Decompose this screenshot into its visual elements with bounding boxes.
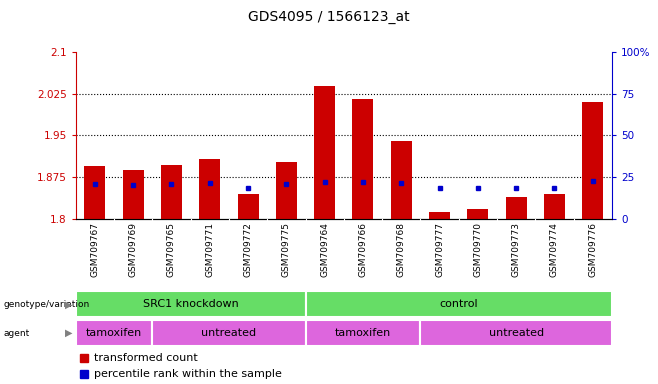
- Bar: [429, 212, 450, 219]
- Text: GSM709770: GSM709770: [473, 222, 482, 277]
- Bar: [505, 197, 526, 219]
- Text: GSM709769: GSM709769: [128, 222, 138, 277]
- Text: GSM709767: GSM709767: [90, 222, 99, 277]
- Text: GSM709766: GSM709766: [359, 222, 367, 277]
- Text: control: control: [440, 299, 478, 310]
- Text: GSM709768: GSM709768: [397, 222, 406, 277]
- Text: GSM709777: GSM709777: [435, 222, 444, 277]
- Text: agent: agent: [3, 329, 30, 338]
- Bar: [314, 86, 335, 219]
- Bar: [76, 320, 152, 346]
- Text: tamoxifen: tamoxifen: [335, 328, 391, 338]
- Bar: [238, 194, 259, 219]
- Bar: [122, 170, 143, 219]
- Text: ▶: ▶: [65, 299, 72, 310]
- Bar: [199, 159, 220, 219]
- Text: percentile rank within the sample: percentile rank within the sample: [95, 369, 282, 379]
- Text: untreated: untreated: [201, 328, 257, 338]
- Text: tamoxifen: tamoxifen: [86, 328, 142, 338]
- Bar: [76, 291, 305, 317]
- Text: transformed count: transformed count: [95, 353, 198, 363]
- Text: GSM709774: GSM709774: [550, 222, 559, 277]
- Text: SRC1 knockdown: SRC1 knockdown: [143, 299, 238, 310]
- Text: GSM709771: GSM709771: [205, 222, 215, 277]
- Text: GDS4095 / 1566123_at: GDS4095 / 1566123_at: [248, 10, 410, 23]
- Bar: [152, 320, 305, 346]
- Bar: [353, 99, 374, 219]
- Bar: [276, 162, 297, 219]
- Bar: [391, 141, 412, 219]
- Text: GSM709765: GSM709765: [167, 222, 176, 277]
- Bar: [305, 320, 420, 346]
- Text: GSM709776: GSM709776: [588, 222, 597, 277]
- Bar: [582, 102, 603, 219]
- Text: ▶: ▶: [65, 328, 72, 338]
- Text: genotype/variation: genotype/variation: [3, 300, 89, 309]
- Bar: [420, 320, 612, 346]
- Bar: [84, 166, 105, 219]
- Bar: [544, 194, 565, 219]
- Text: GSM709773: GSM709773: [512, 222, 520, 277]
- Text: GSM709772: GSM709772: [243, 222, 253, 277]
- Bar: [467, 209, 488, 219]
- Text: GSM709764: GSM709764: [320, 222, 329, 277]
- Bar: [305, 291, 612, 317]
- Text: untreated: untreated: [489, 328, 544, 338]
- Bar: [161, 166, 182, 219]
- Text: GSM709775: GSM709775: [282, 222, 291, 277]
